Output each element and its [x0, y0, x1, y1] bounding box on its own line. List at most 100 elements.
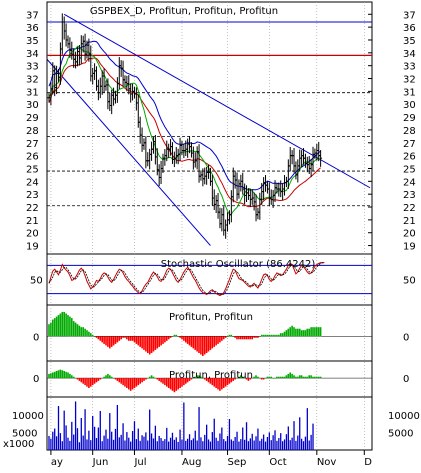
macd2-bar	[80, 378, 83, 383]
macd2-bar	[236, 378, 238, 379]
macd-bar	[194, 336, 197, 350]
macd2-bar	[101, 378, 104, 379]
macd2-bar	[291, 373, 293, 379]
macd-bar	[80, 327, 83, 337]
macd2-bar	[133, 378, 136, 388]
macd-bar	[65, 313, 67, 337]
macd2-bar	[129, 378, 132, 391]
macd-bar	[253, 336, 255, 338]
macd2-bar	[78, 378, 81, 381]
macd-bar	[103, 336, 105, 344]
macd2-bar	[264, 378, 267, 379]
macd2-bar	[306, 376, 309, 379]
macd-bar	[53, 318, 56, 337]
macd2-bar	[57, 370, 60, 379]
macd2-bar	[61, 370, 64, 379]
macd2-bar	[304, 376, 307, 379]
macd2-bar	[310, 375, 312, 379]
macd-bar	[219, 336, 221, 343]
macd-y-tick-left: 0	[33, 332, 39, 343]
price-y-tick-left: 19	[26, 242, 39, 253]
macd2-bar	[283, 376, 286, 379]
macd2-bar	[203, 378, 206, 380]
macd2-bar	[137, 378, 140, 386]
macd-bar	[82, 327, 85, 337]
volume-unit-label: x1000	[3, 439, 34, 450]
macd-bar	[259, 336, 261, 337]
macd-bar	[251, 336, 254, 340]
macd2-bar	[63, 371, 66, 378]
macd2-bar	[145, 378, 147, 380]
macd-bar	[133, 336, 136, 343]
macd2-title: Profitun, Profitun	[169, 370, 253, 381]
macd-bar	[289, 327, 292, 337]
macd2-bar	[232, 378, 235, 381]
macd2-bar	[276, 376, 278, 379]
macd2-bar	[190, 378, 193, 380]
macd-bar	[126, 336, 128, 340]
macd2-bar	[88, 378, 90, 388]
macd-bar	[116, 336, 119, 343]
macd2-bar	[52, 372, 54, 379]
macd2-bar	[166, 378, 168, 387]
stochastic-panel-frame	[46, 253, 373, 306]
macd-bar	[135, 336, 138, 344]
macd2-bar	[224, 378, 227, 387]
macd-panel-frame	[46, 304, 373, 362]
macd-bar	[236, 336, 238, 340]
macd2-bar	[50, 373, 52, 379]
macd-bar	[137, 336, 140, 346]
price-y-tick-left: 30	[26, 100, 39, 111]
price-y-tick-left: 29	[26, 113, 39, 124]
macd-bar	[283, 331, 286, 337]
macd2-bar	[171, 378, 174, 391]
macd2-bar	[135, 378, 138, 387]
macd-bar	[173, 334, 176, 337]
x-tick-label-sep: Sep	[228, 457, 247, 468]
macd2-bar	[53, 371, 56, 379]
macd2-bar	[240, 375, 242, 379]
macd2-bar	[226, 378, 229, 386]
price-y-tick-right: 34	[403, 49, 416, 60]
macd2-bar	[124, 378, 126, 387]
macd2-bar	[181, 378, 183, 387]
macd2-bar	[293, 375, 295, 379]
price-y-tick-right: 21	[403, 216, 416, 227]
volume-y-tick-right: 10000	[388, 411, 420, 422]
macd-bar	[114, 336, 117, 344]
macd-bar	[222, 336, 225, 340]
macd-bar	[230, 334, 233, 337]
macd2-bar	[112, 378, 115, 379]
macd2-bar	[150, 375, 153, 379]
volume-y-tick-right: 5000	[388, 428, 413, 439]
macd2-bar	[173, 378, 176, 393]
macd-bar	[156, 336, 159, 349]
price-y-tick-right: 29	[403, 113, 416, 124]
x-tick-label-nov: Nov	[317, 457, 337, 468]
macd2-bar	[167, 378, 170, 388]
macd-bar	[124, 336, 126, 338]
macd-bar	[238, 336, 240, 340]
macd-bar	[78, 325, 81, 337]
macd-bar	[109, 336, 111, 349]
macd-y-tick-right: 0	[403, 332, 409, 343]
macd2-bar	[238, 376, 240, 379]
price-y-tick-right: 35	[403, 36, 416, 47]
macd2-bar	[217, 378, 219, 390]
macd2-bar	[154, 378, 157, 379]
macd-bar	[278, 334, 280, 337]
macd-bar	[52, 319, 54, 337]
macd-bar	[304, 330, 307, 337]
price-y-tick-left: 22	[26, 203, 39, 214]
macd-bar	[295, 328, 297, 337]
macd-bar	[154, 336, 157, 350]
macd2-bar	[228, 378, 231, 384]
price-y-tick-left: 20	[26, 229, 39, 240]
macd2-bar	[300, 375, 303, 379]
macd-bar	[279, 333, 282, 337]
macd-title: Profitun, Profitun	[169, 312, 253, 323]
price-y-tick-left: 37	[26, 10, 39, 21]
macd2-bar	[156, 378, 159, 380]
macd2-bar	[298, 375, 301, 379]
